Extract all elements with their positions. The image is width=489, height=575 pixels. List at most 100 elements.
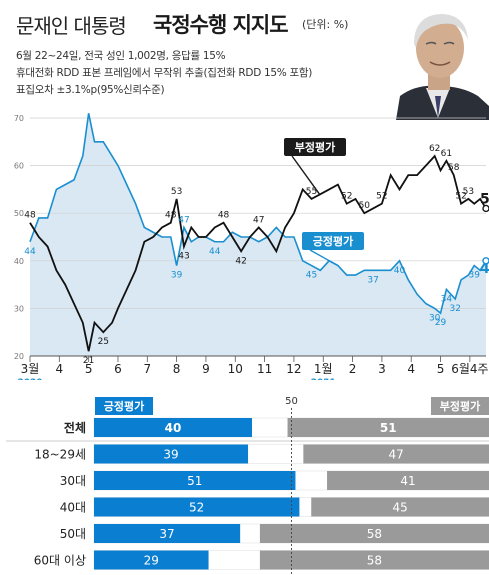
negative-legend-leader [291,155,321,195]
negative-data-label: 43 [178,252,189,262]
x-tick-label: 4 [56,362,64,376]
bar-row: 전체 40 51 [6,417,489,442]
bar-legend-negative-box [431,397,489,415]
positive-bar-value: 29 [144,554,159,568]
header: 문재인 대통령 국정수행 지지도 (단위: %) 6월 22~24일, 전국 성… [0,0,489,120]
bar-row: 18~29세 39 47 [34,444,489,464]
bar-category-label: 30대 [60,474,86,488]
president-portrait [386,0,489,120]
bar-row: 30대 51 41 [60,470,489,491]
positive-series-line [29,113,487,315]
negative-data-label: 53 [171,187,182,197]
positive-legend-tag: 긍정평가 [302,232,364,267]
x-tick-label: 12 [286,362,301,376]
negative-data-label: 48 [218,211,230,221]
negative-data-label: 48 [165,211,177,221]
positive-data-label: 40 [480,261,489,277]
negative-data-label: 47 [253,215,264,225]
positive-bar [94,444,249,464]
negative-data-label: 53 [463,187,474,197]
positive-data-label: 30 [429,313,441,323]
title-light: 문재인 대통령 [16,14,127,38]
negative-legend-tag: 부정평가 [284,138,346,195]
negative-bar [259,550,489,570]
x-tick-label: 8 [173,362,181,376]
survey-info-line: 휴대전화 RDD 표본 프레임에서 무작위 추출(집전화 RDD 15% 포함) [16,67,313,79]
reference-line-label: 50 [285,396,298,407]
x-tick-label: 10 [228,362,243,376]
negative-bar-value: 58 [367,554,382,568]
negative-data-label: 21 [83,356,94,366]
x-tick-label: 6 [114,362,122,376]
negative-data-label: 58 [448,163,460,173]
positive-bar-value: 37 [159,527,174,541]
positive-end-marker [482,257,489,265]
negative-data-label: 48 [24,211,36,221]
survey-info-line: 6월 22~24일, 전국 성인 1,002명, 응답률 15% [16,50,226,62]
negative-series-line [29,154,487,352]
x-tick-label: 3 [378,362,386,376]
x-tick-label: 4 [407,362,415,376]
positive-area-fill [30,113,486,357]
positive-bar-value: 52 [189,501,204,515]
positive-bar-value: 51 [187,474,202,488]
positive-data-label: 34 [441,294,453,304]
grid-lines: 20 30 40 50 60 70 [14,114,486,361]
positive-bar-value: 39 [163,448,178,462]
positive-bar [94,550,209,570]
x-tick-label: 6월4주 [451,362,488,376]
positive-data-label: 71 [83,110,94,111]
positive-data-label: 47 [178,215,189,225]
bar-row: 40대 52 45 [60,497,489,517]
negative-bar-value: 41 [400,474,415,488]
bar-category-label: 전체 [64,420,86,435]
positive-bar [94,418,252,437]
year-label: 2020 [17,378,42,380]
negative-bar-value: 45 [392,501,407,515]
negative-data-label: 62 [429,144,440,154]
negative-bar [303,444,489,464]
bar-row: 50대 37 58 [60,523,489,544]
y-tick-label: 60 [14,162,24,171]
y-tick-label: 20 [14,352,24,361]
negative-data-label: 25 [98,337,109,347]
data-labels: 4471394744453740302934323940482125485343… [24,110,489,366]
negative-bar-value: 58 [367,527,382,541]
bar-legend-negative-label: 부정평가 [440,399,480,413]
positive-data-label: 45 [306,271,317,281]
x-tick-label: 7 [143,362,151,376]
bar-legend-positive-box [95,397,153,415]
negative-data-label: 55 [306,187,317,197]
negative-data-label: 61 [441,149,452,159]
year-label: 2021 [311,378,336,380]
y-tick-label: 40 [14,257,24,266]
x-tick-label: 5 [437,362,445,376]
x-tick-label: 9 [202,362,210,376]
negative-legend-box [284,138,346,156]
bar-legend-positive-label: 긍정평가 [104,399,144,413]
survey-info-line: 표집오차 ±3.1%p(95%신뢰수준) [16,84,165,96]
positive-legend-label: 긍정평가 [313,234,353,248]
positive-data-label: 32 [449,304,460,314]
negative-data-label: 51 [480,191,489,207]
negative-end-marker [482,204,489,213]
chart-area [30,113,486,357]
negative-bar [311,497,489,517]
x-tick-label: 1월 [314,362,333,376]
positive-data-label: 40 [394,266,406,276]
x-tick-label: 3월 [21,362,40,376]
positive-bar [94,524,241,543]
positive-legend-box [302,232,364,250]
negative-bar [259,524,489,543]
positive-data-label: 37 [367,275,378,285]
negative-bar [327,471,489,490]
positive-data-label: 39 [469,271,481,281]
y-tick-label: 30 [14,304,24,313]
negative-data-label: 52 [455,192,466,202]
x-axis: 3월20204567891011121월202123456월4주 [17,355,489,380]
bar-category-label: 40대 [60,501,86,515]
y-tick-label: 70 [14,114,24,123]
